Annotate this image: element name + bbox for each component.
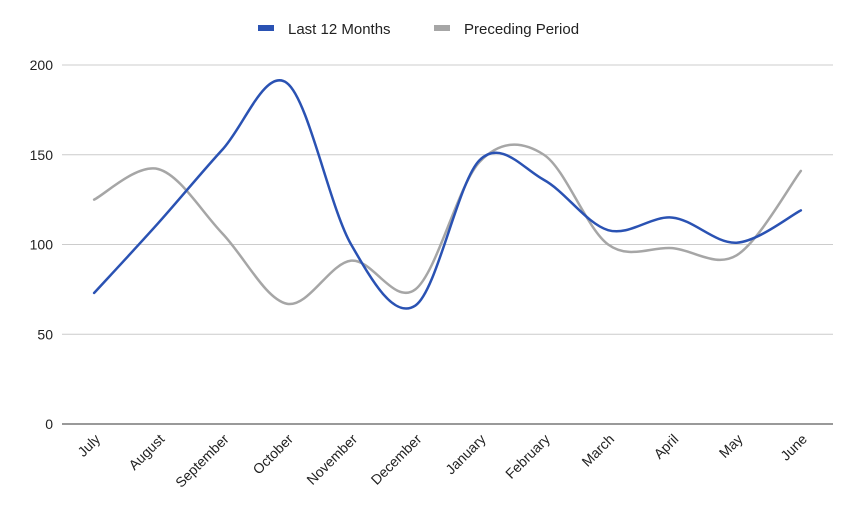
x-tick-label: September [172, 431, 232, 491]
y-tick-label: 50 [37, 326, 53, 342]
x-tick-label: June [777, 431, 810, 464]
legend: Last 12 Months Preceding Period [258, 21, 579, 38]
x-tick-label: April [650, 431, 681, 462]
y-tick-label: 0 [45, 416, 53, 432]
y-tick-label: 200 [30, 57, 54, 73]
y-axis: 0 50 100 150 200 [30, 57, 54, 432]
x-tick-label: December [368, 431, 425, 488]
x-tick-label: March [578, 431, 617, 470]
y-tick-label: 150 [30, 147, 54, 163]
x-tick-label: October [249, 431, 296, 478]
series-line-0 [92, 79, 803, 310]
series-lines [92, 79, 803, 310]
y-tick-label: 100 [30, 237, 54, 253]
x-tick-label: August [125, 431, 167, 473]
x-axis: July August September October November Decemb… [62, 423, 833, 491]
x-tick-label: November [303, 431, 360, 488]
x-tick-label: January [442, 431, 489, 478]
legend-swatch [258, 25, 274, 31]
x-tick-label: May [716, 431, 746, 461]
legend-label: Preceding Period [464, 21, 579, 38]
legend-swatch [434, 25, 450, 31]
x-tick-label: February [502, 431, 553, 482]
gridlines [62, 64, 833, 335]
legend-label: Last 12 Months [288, 21, 391, 38]
series-line-1 [92, 143, 803, 305]
x-tick-label: July [74, 431, 103, 460]
